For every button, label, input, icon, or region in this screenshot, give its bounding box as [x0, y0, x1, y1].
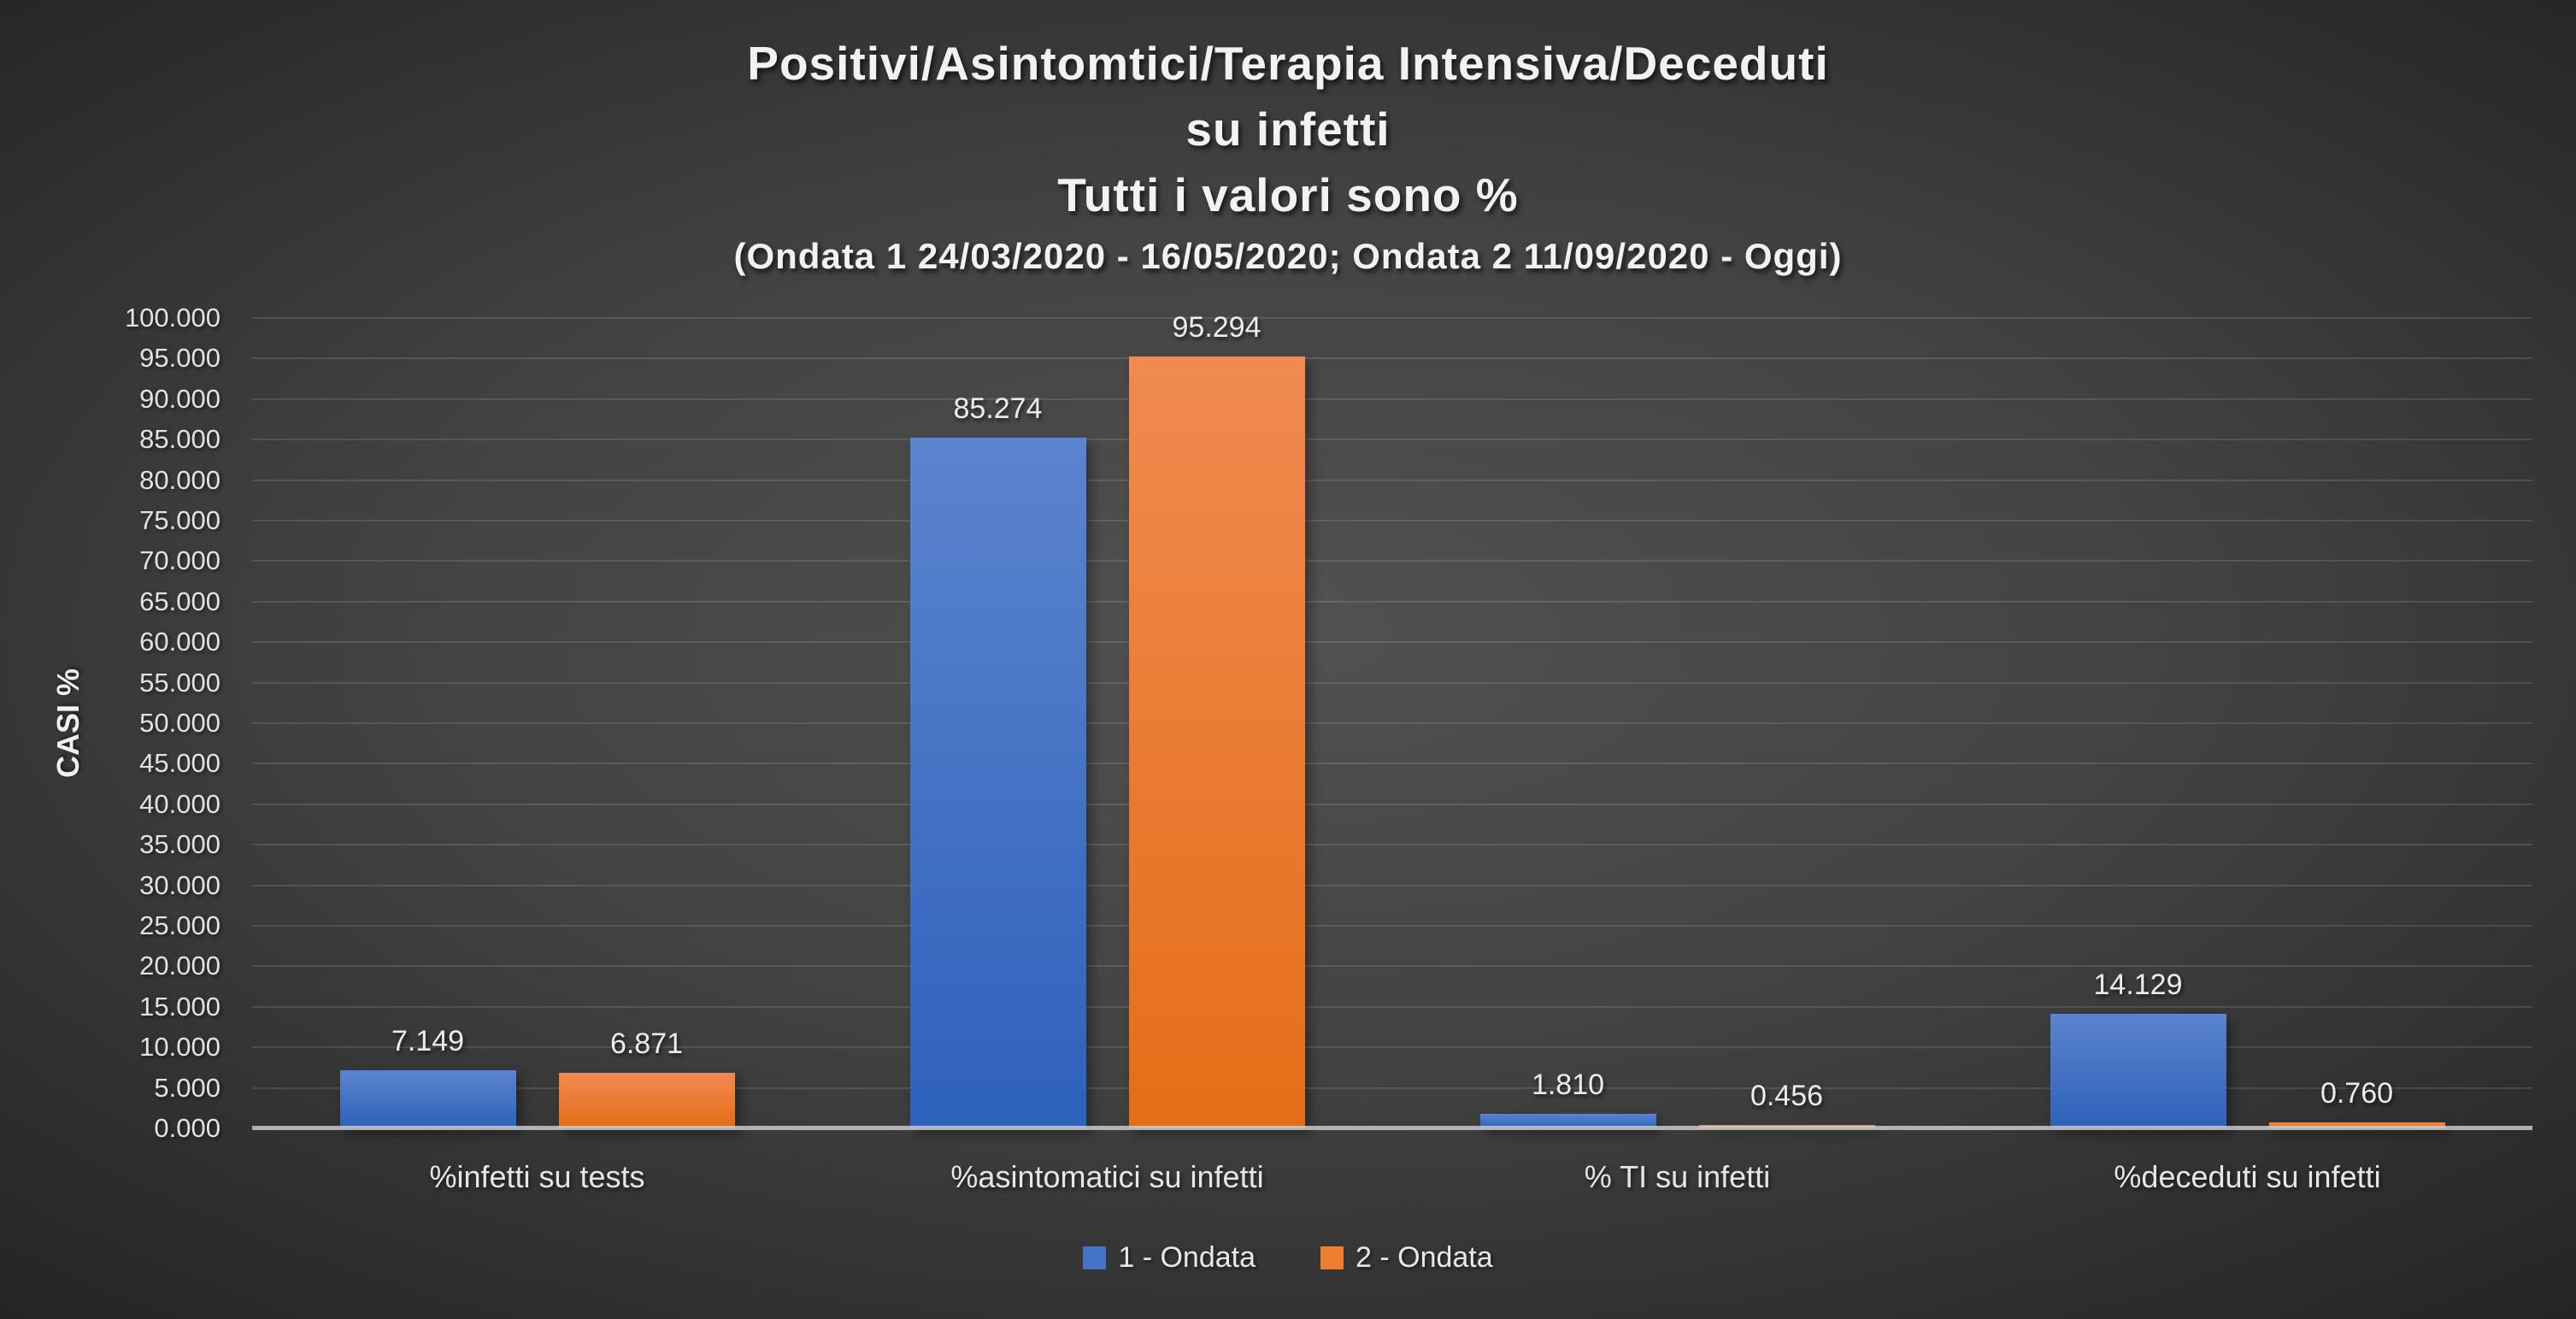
y-tick-label: 60.000 — [139, 627, 221, 657]
data-label: 6.871 — [609, 1027, 684, 1060]
legend-item-serie1: 1 - Ondata — [1083, 1241, 1256, 1275]
chart-title-line1: Positivi/Asintomtici/Terapia Intensiva/D… — [747, 37, 1829, 90]
data-label: 85.274 — [953, 392, 1043, 425]
gridline — [252, 1005, 2532, 1008]
bar-group: 7.149 6.871 — [252, 318, 822, 1128]
gridline — [252, 479, 2532, 481]
y-tick-label: 40.000 — [139, 788, 221, 819]
category-axis-labels: %infetti su tests %asintomatici su infett… — [252, 1159, 2532, 1195]
category-label: % TI su infetti — [1584, 1159, 1771, 1194]
y-tick-label: 45.000 — [139, 748, 221, 779]
gridline — [252, 439, 2532, 441]
y-tick-label: 65.000 — [139, 586, 221, 616]
y-tick-label: 35.000 — [139, 829, 221, 860]
y-tick-label: 15.000 — [139, 991, 221, 1022]
category-label: %deceduti su infetti — [2114, 1159, 2381, 1194]
legend-swatch-serie1-icon — [1083, 1246, 1107, 1269]
y-tick-label: 10.000 — [139, 1032, 221, 1063]
bar-serie2-cat4: 0.760 — [2268, 1077, 2445, 1128]
bar-serie2-cat2: 95.294 — [1128, 311, 1305, 1128]
bar-group: 1.810 0.456 — [1392, 318, 1962, 1128]
category-label: %asintomatici su infetti — [950, 1159, 1264, 1194]
legend-item-serie2: 2 - Ondata — [1320, 1241, 1493, 1275]
gridline — [252, 681, 2532, 684]
gridline — [252, 722, 2532, 724]
chart-subtitle: (Ondata 1 24/03/2020 - 16/05/2020; Ondat… — [733, 236, 1843, 276]
y-axis-tick-labels: 0.000 5.000 10.000 15.000 20.000 25.000 30.000… — [0, 303, 221, 1143]
y-tick-label: 5.000 — [154, 1072, 221, 1103]
y-tick-label: 0.000 — [154, 1113, 221, 1143]
data-label: 0.760 — [2320, 1076, 2394, 1110]
bar-serie1-cat2: 85.274 — [909, 392, 1086, 1128]
y-tick-label: 80.000 — [139, 464, 221, 495]
gridline — [252, 965, 2532, 968]
x-axis-line — [252, 1126, 2532, 1130]
gridline — [252, 600, 2532, 603]
gridline — [252, 1086, 2532, 1089]
gridline — [252, 641, 2532, 644]
y-tick-label: 100.000 — [124, 303, 221, 333]
legend-swatch-serie2-icon — [1320, 1246, 1344, 1269]
gridline — [252, 844, 2532, 846]
y-tick-label: 30.000 — [139, 869, 221, 900]
bar-serie1-cat1: 7.149 — [339, 1025, 516, 1128]
gridline — [252, 357, 2532, 360]
gridline — [252, 520, 2532, 521]
data-label: 0.456 — [1750, 1079, 1824, 1112]
legend-label-serie1: 1 - Ondata — [1118, 1241, 1256, 1274]
data-label: 95.294 — [1172, 310, 1262, 344]
data-label: 1.810 — [1531, 1068, 1605, 1101]
gridline — [252, 925, 2532, 927]
gridline — [252, 397, 2532, 400]
bar-serie1-cat3: 1.810 — [1479, 1069, 1656, 1128]
data-label: 14.129 — [2093, 969, 2183, 1002]
gridline — [252, 1046, 2532, 1049]
gridline — [252, 560, 2532, 562]
bar-group: 14.129 0.760 — [1962, 318, 2532, 1128]
chart-title-line3: Tutti i valori sono % — [1057, 168, 1519, 221]
y-tick-label: 55.000 — [139, 667, 221, 698]
category-label: %infetti su tests — [429, 1159, 645, 1194]
chart-title-block: Positivi/Asintomtici/Terapia Intensiva/D… — [0, 31, 2576, 285]
y-tick-label: 70.000 — [139, 545, 221, 576]
y-tick-label: 90.000 — [139, 383, 221, 414]
chart-title-line2: su infetti — [1185, 103, 1391, 156]
legend-label-serie2: 2 - Ondata — [1356, 1241, 1493, 1274]
gridline — [252, 763, 2532, 765]
y-tick-label: 85.000 — [139, 424, 221, 455]
bar-group: 85.274 95.294 — [822, 311, 1392, 1128]
gridline — [252, 317, 2532, 319]
y-tick-label: 50.000 — [139, 708, 221, 738]
plot-area: 7.149 6.871 85.274 95.294 1.810 0.456 14.129 0.… — [252, 311, 2532, 1130]
bar-serie2-cat1: 6.871 — [558, 1028, 735, 1128]
data-label: 7.149 — [391, 1025, 465, 1058]
y-tick-label: 75.000 — [139, 505, 221, 535]
y-tick-label: 20.000 — [139, 951, 221, 981]
y-tick-label: 25.000 — [139, 910, 221, 940]
y-tick-label: 95.000 — [139, 343, 221, 374]
gridline — [252, 803, 2532, 805]
gridline — [252, 884, 2532, 886]
bar-serie1-cat4: 14.129 — [2050, 969, 2226, 1128]
bars-container: 7.149 6.871 85.274 95.294 1.810 0.456 14.129 0.… — [252, 311, 2532, 1128]
legend: 1 - Ondata 2 - Ondata — [0, 1241, 2576, 1275]
